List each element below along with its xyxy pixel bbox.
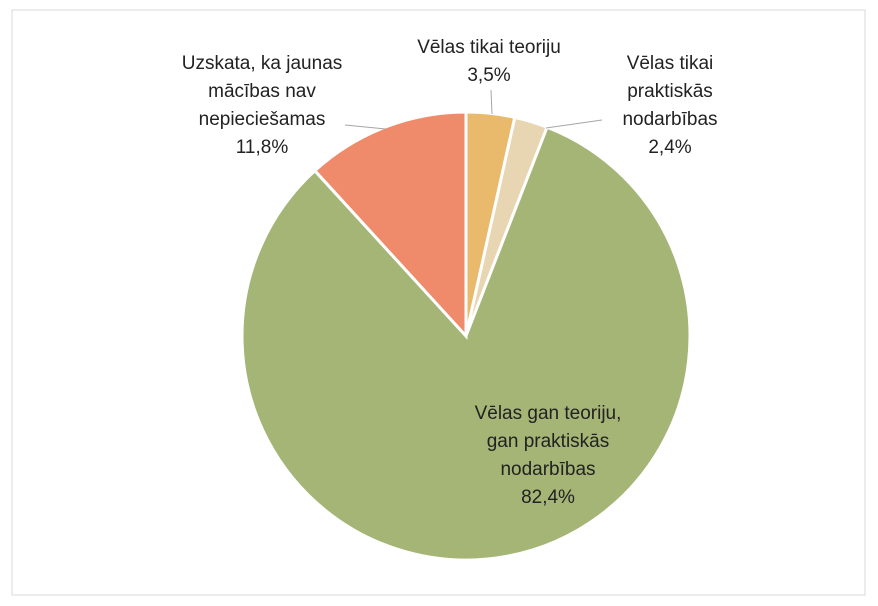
slice-label: gan praktiskās [487, 431, 610, 452]
value-label: 2,4% [648, 137, 691, 158]
slice-label: mācības nav [208, 81, 316, 102]
leader-line [545, 119, 603, 129]
slice-label: nodarbības [500, 459, 595, 480]
slice-label: Vēlas tikai teoriju [417, 37, 561, 58]
value-label: 82,4% [521, 487, 575, 508]
slice-label: Uzskata, ka jaunas [182, 53, 343, 74]
slice-label: nepieciešamas [199, 109, 326, 130]
pie-slice [240, 125, 692, 562]
slice-label: praktiskās [627, 81, 713, 102]
value-label: 3,5% [467, 65, 510, 86]
slice-label: Vēlas gan teoriju, [475, 403, 622, 424]
slice-label: nodarbības [622, 109, 717, 130]
leader-line [490, 89, 493, 115]
pie-slice [312, 110, 468, 340]
slice-label: Vēlas tikai [627, 53, 714, 74]
value-label: 11,8% [236, 137, 289, 158]
leader-line [344, 124, 387, 130]
